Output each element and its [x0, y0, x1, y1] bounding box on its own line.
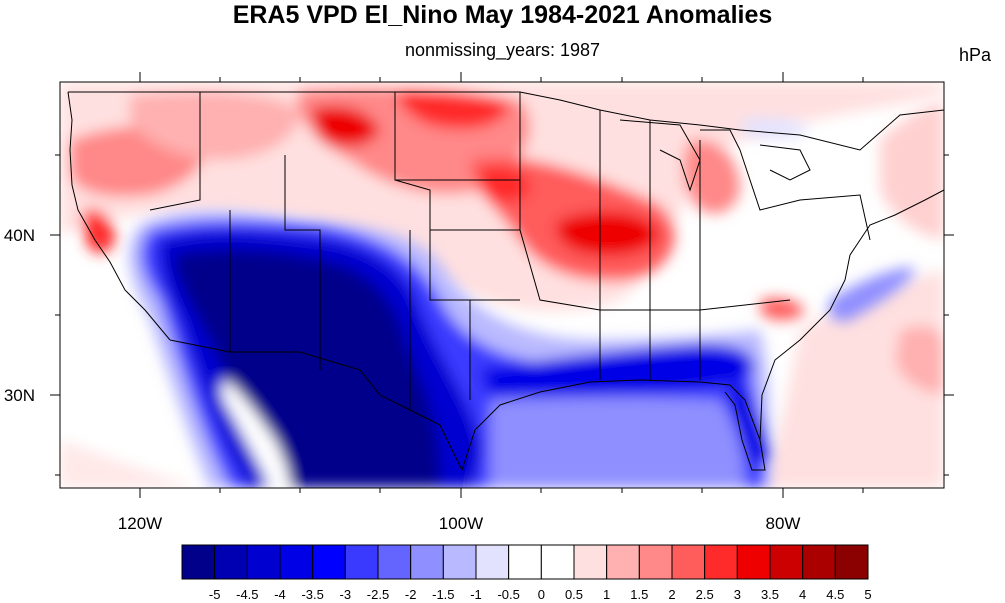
colorbar-label: -0.5: [497, 587, 519, 602]
southwest-core: [175, 249, 440, 488]
southern-border-pink: [60, 440, 200, 488]
colorbar-label: -3: [340, 587, 352, 602]
colorbar-label: -1: [470, 587, 482, 602]
colorbar-label: 2.5: [696, 587, 714, 602]
great-lakes: [619, 119, 811, 192]
colorbar-box: [377, 544, 412, 580]
x-tick-label: 120W: [118, 514, 162, 533]
atlantic-pink-region: [760, 270, 944, 488]
us-mexico-border: [169, 339, 463, 471]
x-tick-label: 80W: [766, 514, 801, 533]
colorbar-label: -3.5: [301, 587, 323, 602]
state-line-8: [739, 149, 871, 241]
colorbar-label: 4.5: [826, 587, 844, 602]
atlantic-coastline: [759, 189, 944, 441]
colorbar-box: [442, 544, 477, 580]
colorbar-label: -2: [405, 587, 417, 602]
colorbar-box: [606, 544, 640, 580]
gulf-coast-blue: [480, 344, 755, 395]
colorbar-box: [475, 544, 510, 580]
east-coast-blue: [828, 267, 915, 322]
west-coast: [67, 91, 171, 341]
colorbar-box: [508, 544, 542, 580]
plot-frame: [59, 81, 945, 489]
colorbar-label: -5: [209, 587, 221, 602]
state-line-2: [284, 155, 321, 370]
coastline-and-borders: [67, 91, 944, 471]
colorbar-label: 4: [799, 587, 806, 602]
colorbar-box: [344, 544, 379, 580]
axis-ticks: [50, 72, 954, 498]
florida-blue: [729, 380, 770, 467]
colorbar-box: [638, 544, 673, 580]
atlantic-pink-core: [895, 325, 944, 395]
idaho-montana-pink: [130, 91, 300, 160]
map-subtitle: nonmissing_years: 1987: [404, 40, 601, 60]
colorbar-box: [410, 544, 444, 580]
colorbar-box: [540, 544, 575, 580]
colorbar-label: -4: [274, 587, 286, 602]
colorbar-box: [671, 544, 706, 580]
colorbar-box: [181, 544, 216, 580]
state-line-7: [395, 179, 520, 301]
carolinas-red: [760, 298, 805, 320]
minor-ticks: [55, 77, 949, 493]
gulf-of-mexico-light-blue: [490, 397, 745, 488]
colorbar-box: [736, 544, 771, 580]
dakotas-core: [398, 89, 510, 129]
great-lakes-blue: [740, 118, 810, 139]
colorbar-box: [573, 544, 608, 580]
colorbar-label: 3.5: [761, 587, 779, 602]
state-line-6: [229, 210, 471, 410]
colorbar-label: 2: [668, 587, 675, 602]
colorbar-label: 0: [538, 587, 545, 602]
colorbar-label: 3: [734, 587, 741, 602]
state-line-3: [394, 92, 520, 231]
colorbar-box: [246, 544, 281, 580]
michigan-red: [683, 139, 740, 214]
colorbar-box: [214, 544, 248, 580]
california-red: [82, 209, 115, 254]
colorbar-box: [834, 544, 869, 580]
colorbar-label: 0.5: [565, 587, 583, 602]
colorbar-box: [704, 544, 738, 580]
northeast-pink-region: [880, 100, 944, 240]
anomaly-field: [60, 82, 944, 488]
colorbar-box: [769, 544, 804, 580]
colorbar-label: 1.5: [630, 587, 648, 602]
colorbar-box: [802, 544, 836, 580]
state-line-1: [149, 92, 201, 211]
iowa-illinois-core: [556, 211, 660, 256]
colorbar-label: -2.5: [367, 587, 389, 602]
baja-strip-light: [221, 380, 290, 488]
units-label: hPa: [958, 45, 991, 65]
map-title: ERA5 VPD El_Nino May 1984-2021 Anomalies: [232, 1, 773, 29]
state-line-4: [519, 92, 791, 311]
minnesota-core: [480, 166, 530, 202]
northern-border: [68, 91, 944, 151]
colorbar-label: -4.5: [236, 587, 258, 602]
colorbar-label: 5: [864, 587, 871, 602]
colorbar-box: [312, 544, 346, 580]
colorbar: -5 -4.5 -4 -3.5 -3 -2.5 -2 -1.5 -1 -0.5 0 0.5 1 1.5 2 2…: [181, 544, 872, 602]
x-tick-label: 100W: [439, 514, 483, 533]
colorbar-label: -1.5: [432, 587, 454, 602]
y-tick-label: 30N: [4, 386, 35, 405]
state-line-5: [599, 110, 701, 380]
colorbar-label: 1: [603, 587, 610, 602]
gulf-coastline: [461, 379, 766, 471]
y-tick-label: 40N: [4, 226, 35, 245]
northern-plains-core: [310, 106, 380, 147]
colorbar-box: [279, 544, 314, 580]
